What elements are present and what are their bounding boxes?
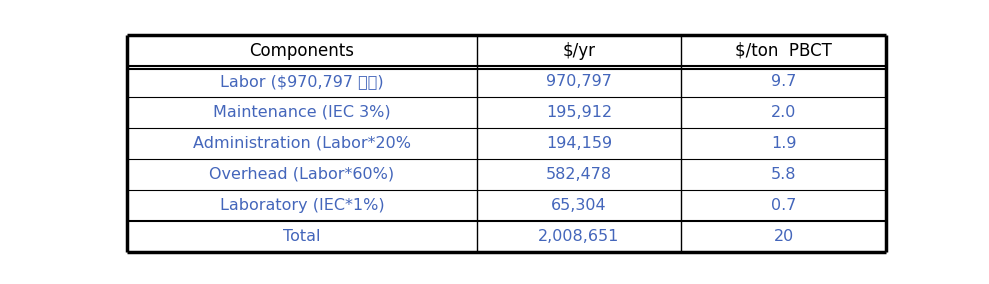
Text: Labor ($970,797 적용): Labor ($970,797 적용) [221,74,384,89]
Text: 9.7: 9.7 [771,74,796,89]
Text: 1.9: 1.9 [771,136,796,151]
Text: Laboratory (IEC*1%): Laboratory (IEC*1%) [220,198,385,213]
Text: Overhead (Labor*60%): Overhead (Labor*60%) [210,167,395,182]
Text: Components: Components [249,42,354,60]
Text: 970,797: 970,797 [546,74,612,89]
Text: Total: Total [283,229,320,244]
Text: Administration (Labor*20%: Administration (Labor*20% [193,136,411,151]
Text: 5.8: 5.8 [771,167,796,182]
Text: 194,159: 194,159 [546,136,612,151]
Text: 582,478: 582,478 [546,167,612,182]
Text: 195,912: 195,912 [546,105,612,120]
Text: Maintenance (IEC 3%): Maintenance (IEC 3%) [214,105,391,120]
Text: 2.0: 2.0 [771,105,796,120]
Text: 2,008,651: 2,008,651 [538,229,620,244]
Text: $/ton  PBCT: $/ton PBCT [736,42,833,60]
Text: 0.7: 0.7 [771,198,796,213]
Text: 20: 20 [773,229,794,244]
Text: $/yr: $/yr [563,42,595,60]
Text: 65,304: 65,304 [551,198,607,213]
